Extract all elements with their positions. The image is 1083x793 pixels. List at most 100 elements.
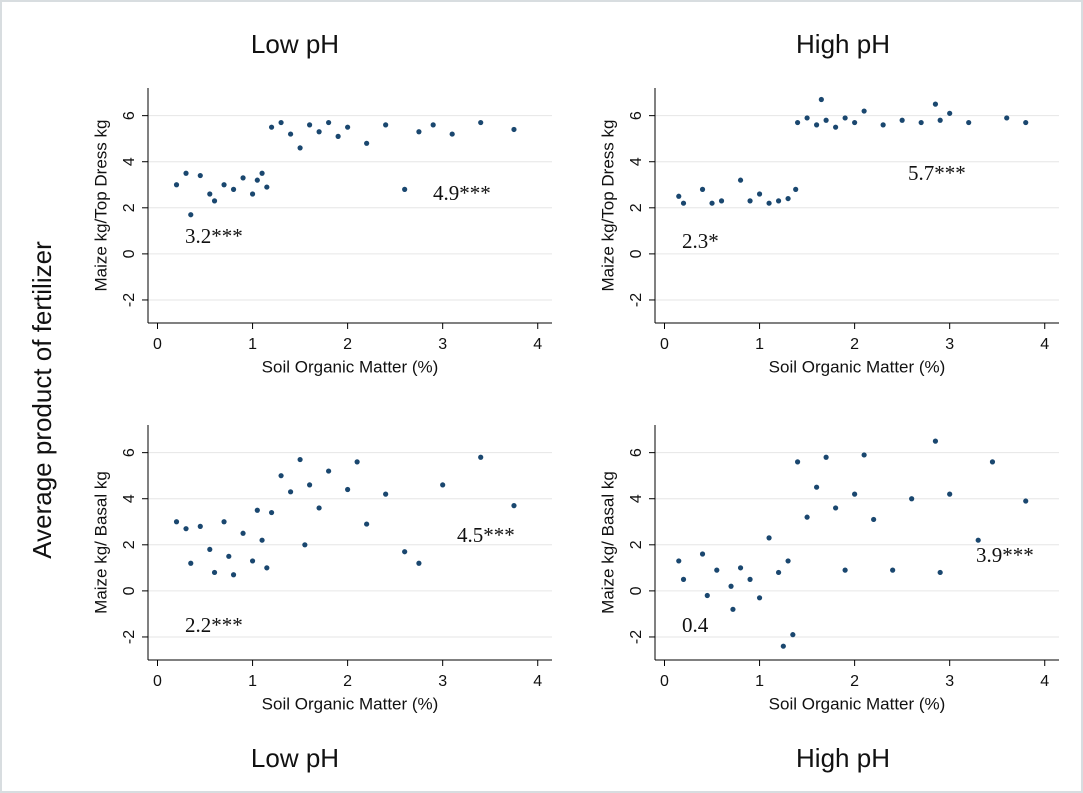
x-tick-label: 3	[945, 336, 954, 353]
point	[254, 507, 260, 513]
point	[747, 198, 753, 204]
point	[307, 122, 313, 128]
point	[211, 198, 218, 204]
point	[511, 126, 517, 133]
x-tick-label: 3	[438, 673, 447, 690]
point	[730, 606, 736, 612]
y-tick-label: 2	[121, 540, 138, 549]
point	[254, 177, 260, 183]
point	[221, 519, 227, 525]
x-tick-label: 2	[850, 673, 859, 690]
point	[287, 131, 294, 137]
point	[814, 484, 820, 490]
x-axis-label: Soil Organic Matter (%)	[262, 694, 439, 713]
point	[316, 505, 322, 511]
point	[676, 193, 682, 199]
point	[937, 117, 943, 123]
point	[259, 170, 265, 176]
point	[932, 438, 939, 444]
point	[818, 96, 824, 103]
point	[804, 514, 810, 520]
point	[899, 117, 905, 123]
point	[890, 567, 896, 573]
y-tick-label: -2	[121, 293, 138, 307]
annotation: 4.9***	[433, 181, 491, 205]
point	[918, 119, 924, 126]
point	[416, 129, 422, 135]
point	[793, 186, 799, 192]
point	[364, 521, 370, 527]
point	[240, 530, 246, 536]
annotation: 0.4	[682, 613, 709, 637]
point	[766, 535, 772, 541]
point	[430, 122, 436, 128]
point	[259, 537, 265, 543]
y-tick-label: 4	[121, 494, 138, 503]
y-tick-label: 0	[628, 586, 645, 595]
x-tick-label: 0	[153, 673, 162, 690]
x-tick-label: 1	[755, 673, 764, 690]
y-tick-label: 2	[121, 203, 138, 212]
y-tick-label: 6	[628, 111, 645, 120]
x-tick-label: 2	[343, 336, 352, 353]
point	[833, 505, 839, 511]
point	[354, 459, 360, 465]
point	[737, 177, 744, 183]
column-title: High pH	[796, 743, 890, 773]
column-title: Low pH	[251, 29, 339, 59]
x-tick-label: 3	[945, 673, 954, 690]
point	[785, 195, 791, 202]
x-tick-label: 1	[248, 336, 257, 353]
point	[345, 486, 351, 493]
column-title: Low pH	[251, 743, 339, 773]
point	[861, 452, 867, 458]
point	[794, 459, 801, 465]
point	[823, 117, 829, 123]
point	[814, 122, 820, 128]
point	[226, 553, 232, 559]
x-tick-label: 2	[850, 336, 859, 353]
y-tick-label: 6	[628, 448, 645, 457]
point	[440, 482, 446, 488]
point	[852, 119, 858, 126]
point	[326, 468, 332, 474]
point	[278, 473, 284, 479]
point	[402, 549, 408, 555]
point	[756, 595, 763, 601]
point	[756, 191, 763, 197]
point	[676, 558, 682, 564]
point	[207, 191, 213, 197]
point	[775, 569, 782, 576]
point	[785, 558, 791, 564]
x-tick-label: 2	[343, 673, 352, 690]
y-tick-label: 2	[628, 540, 645, 549]
point	[478, 119, 484, 126]
point	[249, 191, 256, 197]
point	[278, 119, 284, 126]
point	[747, 576, 753, 582]
point	[173, 182, 180, 188]
y-tick-label: 0	[121, 249, 138, 258]
y-tick-label: -2	[628, 630, 645, 644]
point	[680, 200, 687, 206]
point	[302, 542, 308, 548]
point	[211, 569, 218, 576]
y-tick-label: -2	[628, 293, 645, 307]
point	[345, 124, 351, 130]
point	[511, 503, 517, 509]
x-tick-label: 4	[533, 673, 542, 690]
point	[880, 122, 886, 128]
point	[173, 519, 180, 525]
point	[183, 526, 189, 532]
point	[287, 489, 294, 495]
point	[268, 124, 275, 130]
point	[307, 482, 313, 488]
y-tick-label: 0	[121, 586, 138, 595]
y-axis-label: Maize kg/Top Dress kg	[91, 120, 110, 292]
annotation: 3.9***	[976, 543, 1034, 567]
x-axis-label: Soil Organic Matter (%)	[769, 357, 946, 376]
point	[197, 523, 203, 529]
point	[230, 186, 237, 192]
x-axis-label: Soil Organic Matter (%)	[262, 357, 439, 376]
